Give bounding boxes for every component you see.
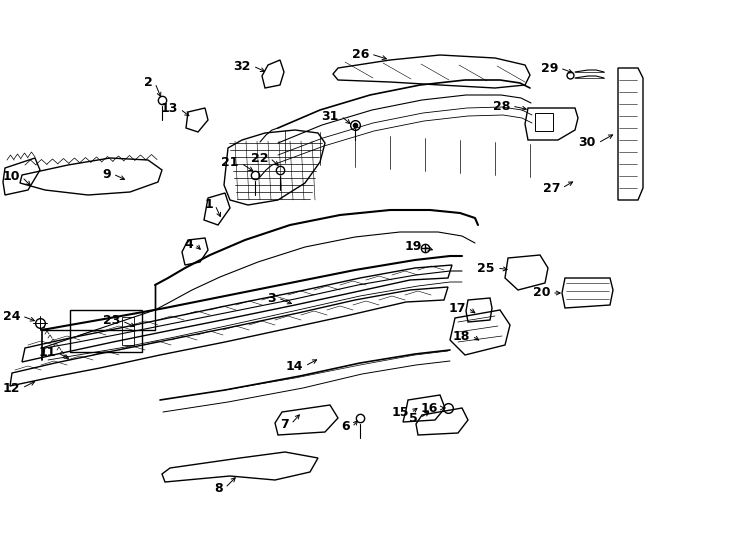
Text: 13: 13 <box>161 103 178 116</box>
Text: 8: 8 <box>214 482 223 495</box>
Text: 15: 15 <box>391 407 409 420</box>
Text: 2: 2 <box>145 77 153 90</box>
Text: 24: 24 <box>2 309 20 322</box>
Text: 1: 1 <box>204 199 213 212</box>
Text: 27: 27 <box>542 181 560 194</box>
Text: 16: 16 <box>421 402 438 415</box>
Text: 23: 23 <box>103 314 120 327</box>
Text: 14: 14 <box>286 360 303 373</box>
Text: 20: 20 <box>532 287 550 300</box>
Text: 28: 28 <box>493 99 510 112</box>
Text: 5: 5 <box>410 411 418 424</box>
Text: 18: 18 <box>453 329 470 342</box>
Text: 3: 3 <box>267 292 276 305</box>
Text: 21: 21 <box>222 157 239 170</box>
Text: 22: 22 <box>250 152 268 165</box>
Text: 11: 11 <box>38 347 56 360</box>
Text: 12: 12 <box>2 381 20 395</box>
Text: 7: 7 <box>280 417 289 430</box>
Text: 9: 9 <box>102 167 111 180</box>
Text: 29: 29 <box>541 62 558 75</box>
Text: 6: 6 <box>341 421 350 434</box>
Text: 32: 32 <box>233 59 251 72</box>
Text: 30: 30 <box>578 137 596 150</box>
Text: 26: 26 <box>352 48 369 60</box>
Text: 4: 4 <box>184 238 193 251</box>
Text: 31: 31 <box>321 110 339 123</box>
Text: 19: 19 <box>404 240 422 253</box>
Text: 10: 10 <box>2 171 20 184</box>
Text: 25: 25 <box>478 261 495 274</box>
Text: 17: 17 <box>448 301 466 314</box>
